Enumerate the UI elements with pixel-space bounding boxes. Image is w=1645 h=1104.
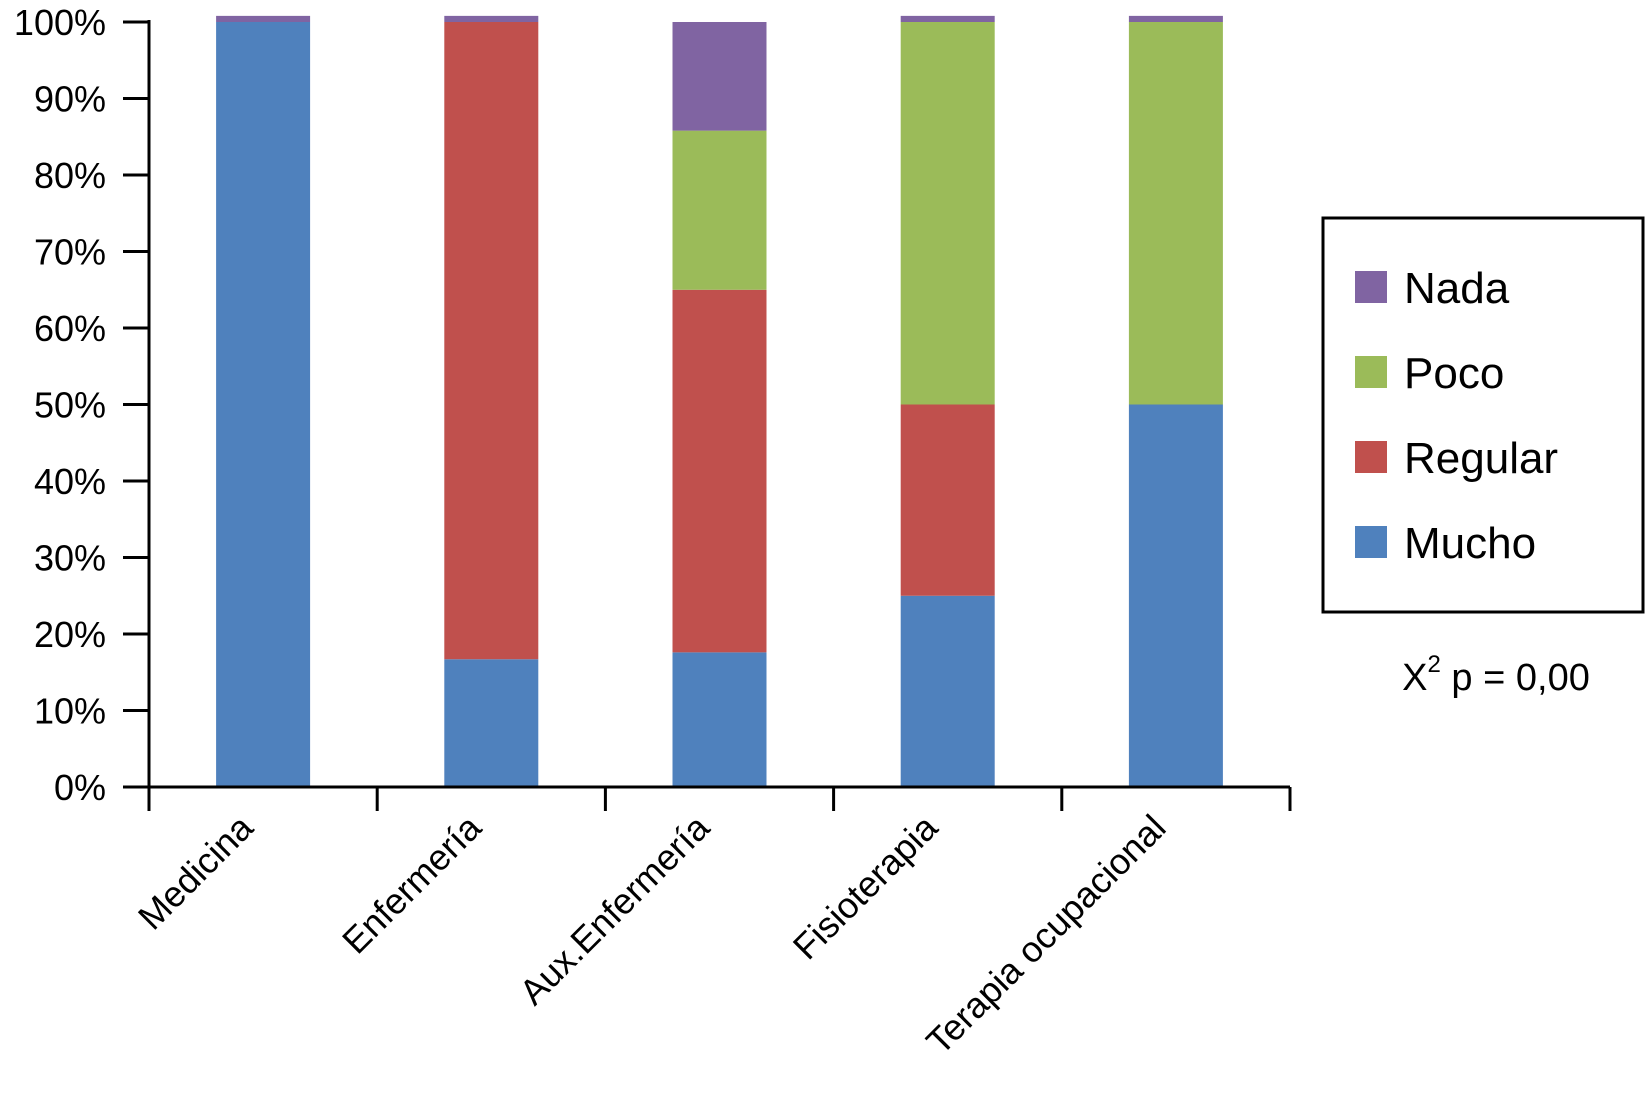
bar-segment-nada bbox=[216, 15, 311, 22]
x-tick-label: Medicina bbox=[130, 806, 262, 938]
y-tick-label: 60% bbox=[34, 308, 106, 349]
legend-swatch-poco bbox=[1355, 356, 1387, 388]
legend-label-mucho: Mucho bbox=[1404, 519, 1536, 568]
bar-segment-poco bbox=[1128, 22, 1223, 405]
y-tick-label: 100% bbox=[14, 2, 106, 43]
bar-segment-regular bbox=[900, 404, 995, 596]
bar-segment-mucho bbox=[672, 652, 767, 787]
bar-segment-regular bbox=[444, 22, 539, 660]
bar-segment-poco bbox=[672, 130, 767, 290]
x-tick-label: Terapia ocupacional bbox=[918, 807, 1173, 1062]
y-tick-label: 0% bbox=[54, 767, 106, 808]
y-tick-label: 10% bbox=[34, 691, 106, 732]
bars bbox=[216, 15, 1223, 787]
bar-segment-nada bbox=[900, 15, 995, 22]
bar-segment-mucho bbox=[444, 659, 539, 787]
legend-swatch-mucho bbox=[1355, 526, 1387, 558]
x-tick-label: Enfermería bbox=[334, 806, 490, 962]
bar-segment-nada bbox=[672, 22, 767, 131]
bar-segment-nada bbox=[1128, 15, 1223, 22]
legend-label-nada: Nada bbox=[1404, 264, 1510, 313]
bar-segment-regular bbox=[672, 289, 767, 653]
y-tick-label: 30% bbox=[34, 538, 106, 579]
bar-segment-nada bbox=[444, 15, 539, 22]
x-tick-label: Fisioterapia bbox=[785, 806, 946, 967]
y-tick-label: 80% bbox=[34, 155, 106, 196]
x-axis-labels: Medicina Enfermería Aux.Enfermería Fisioter… bbox=[130, 806, 1174, 1062]
bar-segment-mucho bbox=[900, 595, 995, 787]
y-tick-label: 40% bbox=[34, 461, 106, 502]
legend-label-poco: Poco bbox=[1404, 349, 1504, 398]
bar-segment-poco bbox=[900, 22, 995, 405]
y-tick-label: 50% bbox=[34, 385, 106, 426]
y-tick-label: 20% bbox=[34, 614, 106, 655]
bar-segment-mucho bbox=[216, 22, 311, 787]
legend-swatch-regular bbox=[1355, 441, 1387, 473]
legend-label-regular: Regular bbox=[1404, 434, 1558, 483]
legend-swatch-nada bbox=[1355, 271, 1387, 303]
legend: Nada Poco Regular Mucho bbox=[1321, 216, 1645, 614]
y-tick-label: 90% bbox=[34, 79, 106, 120]
bar-segment-mucho bbox=[1128, 404, 1223, 787]
y-tick-label: 70% bbox=[34, 232, 106, 273]
y-axis-ticks: 0% 10% 20% 30% 40% 50% 60% 70% 80% 90% 100% bbox=[14, 2, 149, 808]
chi-square-annotation: X2 p = 0,00 bbox=[1402, 651, 1590, 699]
x-tick-label: Aux.Enfermería bbox=[511, 806, 718, 1013]
